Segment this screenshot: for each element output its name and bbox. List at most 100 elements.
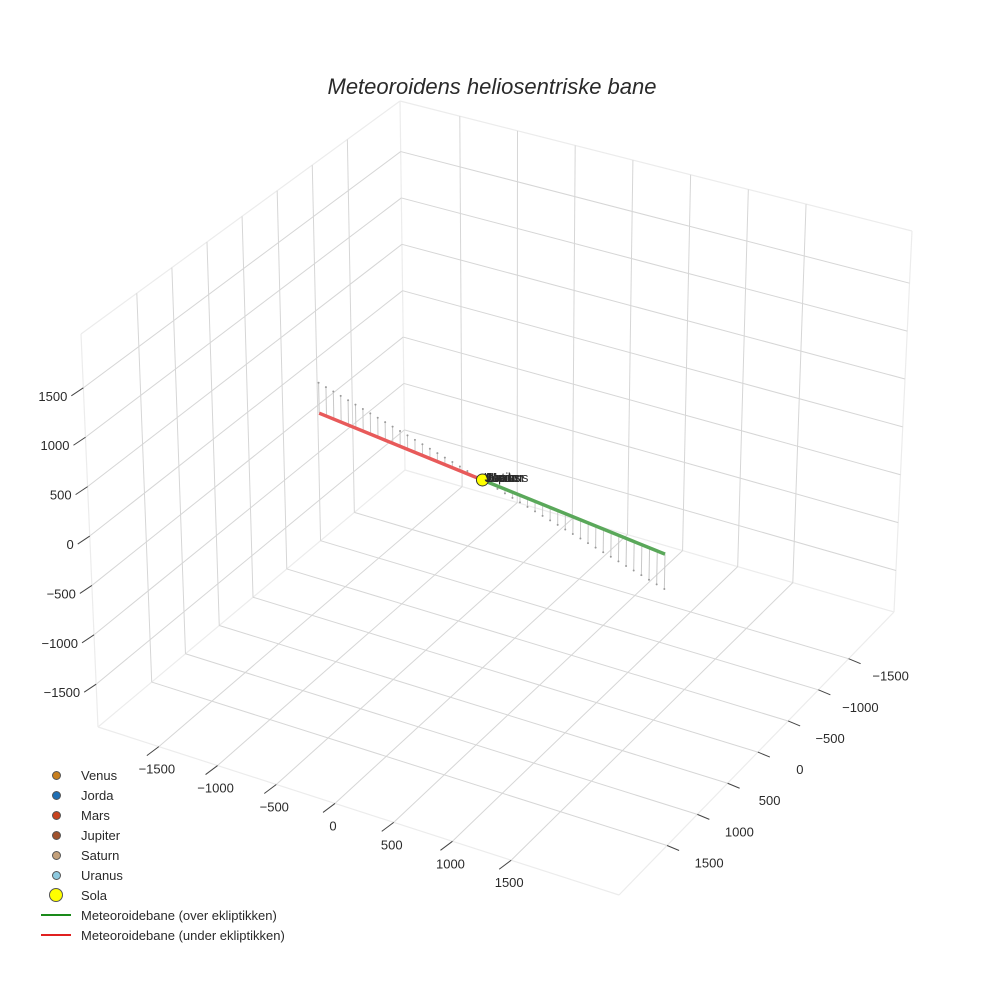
grid-line-z-left (87, 243, 403, 488)
x-tick-mark (381, 821, 395, 832)
grid-line-z-left (83, 151, 401, 389)
y-tick-label: 1000 (725, 824, 754, 839)
dropline-end (428, 447, 431, 450)
legend-label: Jupiter (81, 827, 121, 843)
x-tick-label: −1000 (197, 781, 234, 796)
x-tick-label: 500 (381, 837, 403, 852)
grid-line-y-floor (320, 540, 819, 691)
dropline-end (496, 487, 499, 490)
grid-line-x-wall (459, 116, 463, 487)
legend-item[interactable]: Jupiter (38, 825, 285, 845)
grid-line-x-wall (737, 189, 749, 567)
grid-line-z-back (402, 290, 903, 428)
grid-line-y-wall (206, 241, 220, 626)
grid-line-y-wall (136, 293, 153, 683)
dropline-end (436, 452, 439, 455)
x-tick-label: −500 (260, 799, 289, 814)
dropline-end (511, 496, 514, 499)
x-tick-mark (498, 859, 512, 870)
grid-line-x-wall (626, 160, 634, 535)
dropline-end (361, 407, 364, 410)
legend-item[interactable]: Venus (38, 765, 285, 785)
dropline-end (413, 438, 416, 441)
grid-lines (80, 100, 913, 896)
legend-item[interactable]: Sola (38, 885, 285, 905)
grid-line-x-floor (452, 566, 739, 842)
box-edge (404, 469, 895, 613)
y-tick-mark (818, 689, 831, 696)
dropline-end (586, 542, 589, 545)
dropline-end (640, 574, 643, 577)
grid-line-z-left (89, 290, 403, 537)
grid-line-y-wall (241, 216, 254, 598)
legend-item[interactable]: Saturn (38, 845, 285, 865)
dropline-end (384, 421, 387, 424)
dropline-end (609, 555, 612, 558)
dropline-end (451, 461, 454, 464)
dropline-end (421, 443, 424, 446)
y-tick-mark (787, 720, 801, 727)
z-tick-label: 1500 (38, 389, 67, 404)
y-tick-label: −1500 (872, 669, 909, 684)
legend-item[interactable]: Meteoroidebane (over ekliptikken) (38, 905, 285, 925)
x-tick-label: 1500 (495, 875, 524, 890)
grid-line-y-floor (219, 625, 728, 784)
planet-label: Saturn (485, 470, 523, 485)
grid-line-z-left (91, 336, 404, 586)
grid-line-x-floor (275, 518, 573, 785)
z-tick-label: 0 (67, 537, 74, 552)
dropline-end (376, 416, 379, 419)
grid-line-x-floor (158, 486, 463, 747)
z-tick-label: 500 (50, 488, 72, 503)
dropline (648, 547, 651, 580)
y-tick-label: 0 (796, 762, 803, 777)
legend-label: Uranus (81, 867, 123, 883)
dropline-end (549, 519, 552, 522)
planet-label: Jupiter (484, 470, 524, 485)
legend-label: Meteoroidebane (under ekliptikken) (81, 927, 285, 943)
grid-line-z-back (400, 151, 910, 284)
dropline-end (579, 537, 582, 540)
box-edge (399, 100, 913, 232)
grid-line-z-left (95, 429, 405, 685)
z-tick-mark (71, 387, 84, 397)
y-tick-label: 1500 (695, 855, 724, 870)
x-tick-label: −1500 (139, 762, 176, 777)
planet-label: Venus (484, 470, 521, 485)
dropline-end (632, 569, 635, 572)
y-tick-mark (848, 658, 861, 665)
x-tick-mark (205, 765, 218, 775)
legend-item[interactable]: Uranus (38, 865, 285, 885)
dropline-end (399, 429, 402, 432)
grid-line-z-back (403, 382, 899, 524)
box-edge (80, 333, 99, 728)
legend-label: Jorda (81, 787, 114, 803)
dropline-end (526, 505, 529, 508)
dropline-end (655, 583, 658, 586)
z-tick-mark (77, 535, 91, 545)
x-tick-mark (263, 784, 277, 794)
x-tick-label: 0 (329, 818, 336, 833)
legend-item[interactable]: Jorda (38, 785, 285, 805)
z-tick-label: −1500 (44, 685, 81, 700)
legend-label: Mars (81, 807, 110, 823)
dropline (332, 391, 335, 420)
x-tick-label: 1000 (436, 856, 465, 871)
z-tick-mark (81, 634, 95, 644)
chart-title: Meteoroidens heliosentriske bane (327, 74, 657, 99)
grid-line-y-wall (171, 267, 186, 654)
box-edge (97, 726, 620, 896)
z-tick-label: −500 (47, 586, 76, 601)
legend-item[interactable]: Meteoroidebane (under ekliptikken) (38, 925, 285, 945)
z-tick-mark (83, 683, 97, 693)
legend-item[interactable]: Mars (38, 805, 285, 825)
grid-line-y-floor (354, 511, 849, 660)
legend[interactable]: Venus Jorda Mars Jupiter Saturn Uranus Sola Met… (38, 765, 285, 945)
sun-marker[interactable] (475, 473, 489, 487)
x-tick-mark (440, 840, 453, 851)
legend-label: Venus (81, 767, 118, 783)
grid-line-y-floor (252, 596, 759, 753)
dropline (663, 554, 666, 589)
